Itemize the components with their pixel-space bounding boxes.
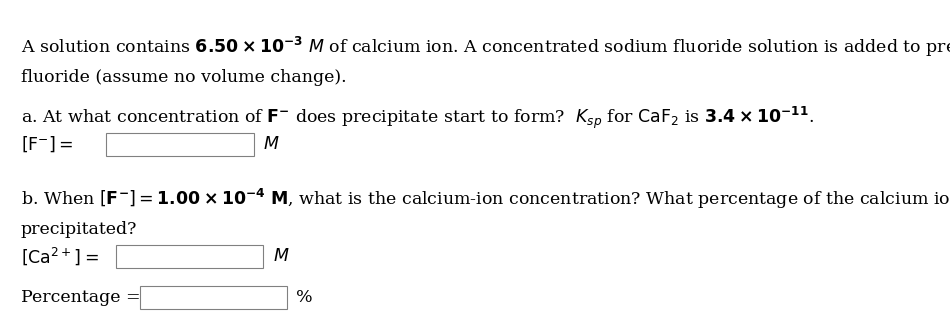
Text: $[\mathrm{Ca^{2+}}] =$: $[\mathrm{Ca^{2+}}] =$ (21, 246, 99, 267)
Text: a. At what concentration of $\mathbf{F^{-}}$ does precipitate start to form?  $\: a. At what concentration of $\mathbf{F^{… (21, 105, 814, 131)
Text: $M$: $M$ (273, 248, 289, 265)
FancyBboxPatch shape (140, 286, 287, 309)
Text: %: % (296, 289, 313, 306)
Text: Percentage =: Percentage = (21, 289, 141, 306)
Text: fluoride (assume no volume change).: fluoride (assume no volume change). (21, 69, 347, 86)
Text: $[\mathrm{F^{-}}] =$: $[\mathrm{F^{-}}] =$ (21, 134, 73, 154)
FancyBboxPatch shape (116, 245, 263, 268)
Text: precipitated?: precipitated? (21, 221, 137, 238)
FancyBboxPatch shape (106, 133, 254, 156)
Text: b. When $[\mathbf{F^{-}}] = \mathbf{1.00 \times 10^{-4}}$ $\mathbf{M}$, what is : b. When $[\mathbf{F^{-}}] = \mathbf{1.00… (21, 187, 950, 211)
Text: A solution contains $\mathbf{6.50 \times 10^{-3}}$ $M$ of calcium ion. A concent: A solution contains $\mathbf{6.50 \times… (21, 34, 950, 58)
Text: $M$: $M$ (263, 136, 279, 153)
